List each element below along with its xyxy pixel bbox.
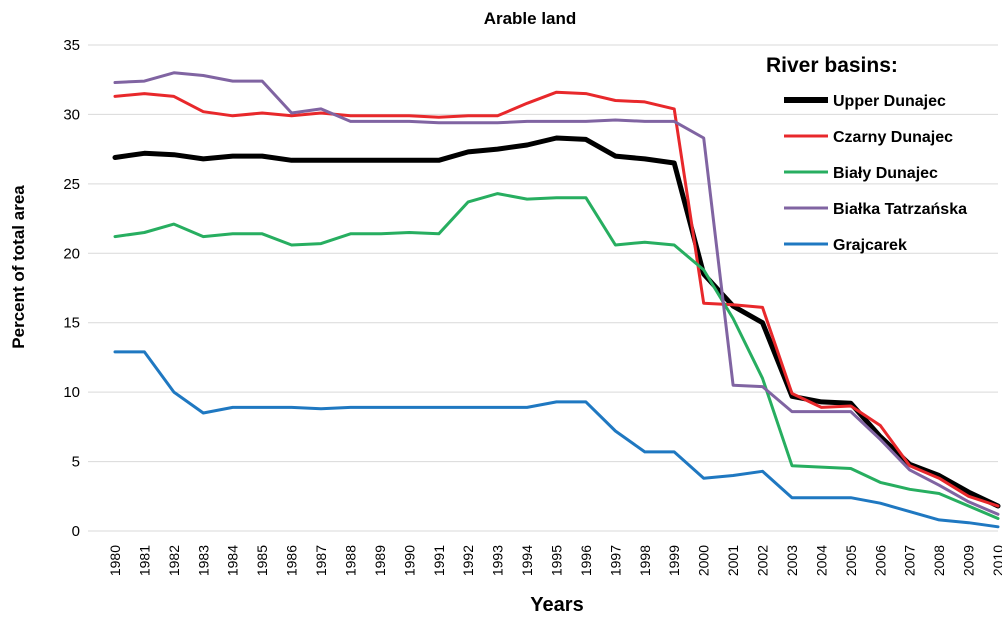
x-tick-label: 1983 xyxy=(195,545,211,576)
x-axis-ticks: 1980 1981 1982 1983 1984 1985 1986 1987 1988 1989… xyxy=(107,545,1002,576)
legend-entry: Białka Tatrzańska xyxy=(833,201,967,218)
series-line-grajcarek xyxy=(113,350,1000,529)
x-tick-label: 1989 xyxy=(372,545,388,576)
series-line-czarny-dunajec xyxy=(113,90,1000,508)
gridlines xyxy=(88,44,998,532)
y-tick-label: 0 xyxy=(72,523,80,540)
x-tick-label: 1994 xyxy=(519,545,535,576)
legend-entry: Czarny Dunajec xyxy=(833,129,953,146)
x-tick-label: 1981 xyxy=(136,545,152,576)
x-tick-label: 1991 xyxy=(431,545,447,576)
legend-entry: Upper Dunajec xyxy=(833,93,946,110)
x-tick-label: 2007 xyxy=(902,545,918,576)
x-tick-label: 1995 xyxy=(549,545,565,576)
y-tick-label: 35 xyxy=(63,37,80,54)
x-tick-label: 1980 xyxy=(107,545,123,576)
x-tick-label: 1982 xyxy=(166,545,182,576)
x-tick-label: 1998 xyxy=(637,545,653,576)
x-tick-label: 2005 xyxy=(843,545,859,576)
x-tick-label: 1993 xyxy=(490,545,506,576)
x-tick-label: 2003 xyxy=(784,545,800,576)
legend-entry: Biały Dunajec xyxy=(833,165,938,182)
series-lines xyxy=(112,71,1001,529)
x-tick-label: 2002 xyxy=(755,545,771,576)
x-tick-label: 1992 xyxy=(460,545,476,576)
y-tick-label: 20 xyxy=(63,245,80,262)
y-tick-label: 15 xyxy=(63,315,80,332)
x-tick-label: 1985 xyxy=(254,545,270,576)
x-tick-label: 1999 xyxy=(666,545,682,576)
x-tick-label: 2010 xyxy=(990,545,1002,576)
x-tick-label: 1984 xyxy=(225,545,241,576)
series-line-bia-y-dunajec xyxy=(113,192,1000,520)
series-line-upper-dunajec xyxy=(112,135,1001,509)
x-tick-label: 2006 xyxy=(872,545,888,576)
x-axis-label: Years xyxy=(530,594,583,616)
y-tick-label: 30 xyxy=(63,106,80,123)
x-tick-label: 1987 xyxy=(313,545,329,576)
x-tick-label: 2008 xyxy=(931,545,947,576)
x-tick-label: 1990 xyxy=(401,545,417,576)
x-tick-label: 2001 xyxy=(725,545,741,576)
series-line-bia-ka-tatrza-ska xyxy=(113,71,1000,516)
y-tick-label: 5 xyxy=(72,454,80,471)
y-axis-ticks: 0 5 10 15 20 25 30 35 xyxy=(63,37,80,540)
x-tick-label: 2004 xyxy=(813,545,829,576)
legend-entry: Grajcarek xyxy=(833,237,907,254)
y-tick-label: 25 xyxy=(63,176,80,193)
x-tick-label: 1997 xyxy=(607,545,623,576)
legend: River basins: Upper Dunajec Czarny Dunaje… xyxy=(766,54,967,254)
x-tick-label: 2009 xyxy=(961,545,977,576)
x-tick-label: 1988 xyxy=(342,545,358,576)
x-tick-label: 1996 xyxy=(578,545,594,576)
chart-title: Arable land xyxy=(484,9,577,28)
y-axis-label: Percent of total area xyxy=(9,185,28,349)
x-tick-label: 2000 xyxy=(696,545,712,576)
x-tick-label: 1986 xyxy=(284,545,300,576)
y-tick-label: 10 xyxy=(63,384,80,401)
legend-title: River basins: xyxy=(766,54,898,77)
